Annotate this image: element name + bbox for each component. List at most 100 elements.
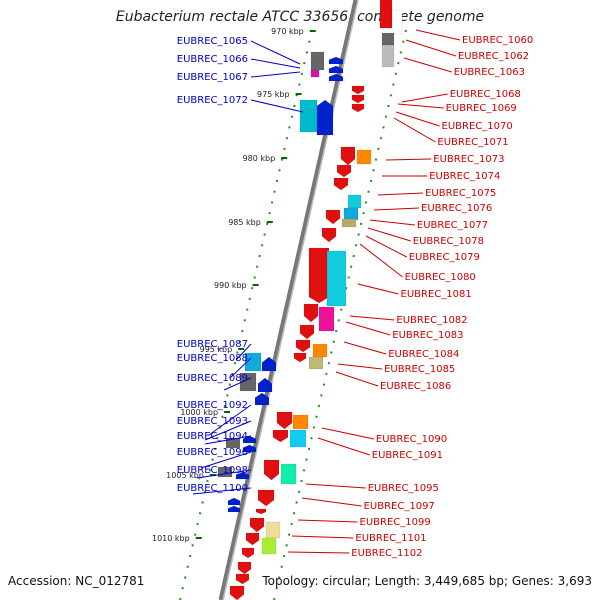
left-gene-label[interactable]: EUBREC_1072 bbox=[177, 95, 248, 106]
gene-feature bbox=[299, 99, 318, 133]
genome-backbone-highlight bbox=[222, 0, 359, 600]
gene-feature bbox=[225, 437, 241, 449]
right-gene-label[interactable]: EUBREC_1071 bbox=[437, 137, 508, 148]
kbp-tick-label: 995 kbp bbox=[200, 345, 233, 354]
gene-feature bbox=[229, 585, 245, 600]
gene-feature bbox=[328, 73, 344, 82]
left-gene-label[interactable]: EUBREC_1094 bbox=[177, 431, 248, 442]
right-gene-leader bbox=[405, 39, 457, 57]
right-gene-label[interactable]: EUBREC_1080 bbox=[405, 272, 476, 283]
right-gene-label[interactable]: EUBREC_1070 bbox=[442, 121, 513, 132]
gene-feature bbox=[257, 489, 275, 507]
right-gene-label[interactable]: EUBREC_1101 bbox=[355, 533, 426, 544]
right-gene-label[interactable]: EUBREC_1085 bbox=[384, 364, 455, 375]
left-gene-label[interactable]: EUBREC_1092 bbox=[177, 400, 248, 411]
right-gene-label[interactable]: EUBREC_1083 bbox=[392, 330, 463, 341]
right-gene-label[interactable]: EUBREC_1073 bbox=[433, 154, 504, 165]
right-gene-label[interactable]: EUBREC_1078 bbox=[413, 236, 484, 247]
gene-feature bbox=[289, 429, 307, 448]
gene-feature bbox=[295, 339, 311, 353]
right-gene-leader bbox=[301, 497, 362, 507]
right-gene-label[interactable]: EUBREC_1077 bbox=[417, 220, 488, 231]
gene-feature bbox=[299, 324, 315, 340]
kbp-tick-label: 1005 kbp bbox=[166, 471, 204, 480]
right-gene-label[interactable]: EUBREC_1079 bbox=[409, 252, 480, 263]
left-gene-label[interactable]: EUBREC_1093 bbox=[177, 416, 248, 427]
left-gene-label[interactable]: EUBREC_1096 bbox=[177, 447, 248, 458]
right-gene-label[interactable]: EUBREC_1068 bbox=[450, 89, 521, 100]
gene-feature bbox=[351, 94, 365, 104]
right-gene-label[interactable]: EUBREC_1076 bbox=[421, 203, 492, 214]
right-gene-leader bbox=[349, 315, 395, 321]
right-gene-leader bbox=[291, 535, 354, 539]
kbp-tick-label: 975 kbp bbox=[257, 90, 290, 99]
gene-feature bbox=[318, 306, 335, 332]
gene-feature bbox=[244, 352, 262, 372]
right-gene-labels: EUBREC_1060 EUBREC_1062 EUBREC_1063 EUBREC_… bbox=[287, 29, 533, 559]
kbp-tick-label: 970 kbp bbox=[271, 27, 304, 36]
right-gene-leader bbox=[401, 93, 448, 103]
right-gene-label[interactable]: EUBREC_1086 bbox=[380, 381, 451, 392]
right-gene-leader bbox=[297, 519, 358, 523]
right-gene-leader bbox=[397, 103, 444, 109]
left-gene-leader bbox=[208, 404, 252, 436]
left-gene-label[interactable]: EUBREC_1098 bbox=[177, 465, 248, 476]
kbp-tick-label: 980 kbp bbox=[243, 154, 276, 163]
right-gene-label[interactable]: EUBREC_1084 bbox=[388, 349, 459, 360]
kbp-tick-label: 1010 kbp bbox=[152, 534, 190, 543]
right-gene-label[interactable]: EUBREC_1097 bbox=[364, 501, 435, 512]
gene-feature bbox=[308, 247, 330, 304]
left-tick-track bbox=[179, 29, 313, 600]
right-gene-label[interactable]: EUBREC_1090 bbox=[376, 434, 447, 445]
right-gene-label[interactable]: EUBREC_1099 bbox=[360, 517, 431, 528]
gene-feature bbox=[308, 356, 324, 370]
right-gene-label[interactable]: EUBREC_1062 bbox=[458, 51, 529, 62]
left-gene-labels: EUBREC_1065 EUBREC_1066 EUBREC_1067 EUBREC_… bbox=[177, 36, 304, 495]
left-gene-label[interactable]: EUBREC_1087 bbox=[177, 339, 248, 350]
gene-feature bbox=[347, 194, 362, 209]
right-gene-label[interactable]: EUBREC_1095 bbox=[368, 483, 439, 494]
gene-feature bbox=[321, 227, 337, 243]
right-gene-label[interactable]: EUBREC_1074 bbox=[429, 171, 500, 182]
gene-feature bbox=[328, 56, 344, 65]
left-gene-label[interactable]: EUBREC_1100 bbox=[177, 483, 248, 494]
gene-feature bbox=[255, 508, 267, 515]
gene-feature bbox=[265, 521, 281, 539]
right-gene-label[interactable]: EUBREC_1075 bbox=[425, 188, 496, 199]
right-gene-label[interactable]: EUBREC_1063 bbox=[454, 67, 525, 78]
right-gene-label[interactable]: EUBREC_1102 bbox=[351, 548, 422, 559]
left-gene-label[interactable]: EUBREC_1089 bbox=[177, 373, 248, 384]
right-gene-label[interactable]: EUBREC_1069 bbox=[446, 103, 517, 114]
left-gene-label[interactable]: EUBREC_1065 bbox=[177, 36, 248, 47]
gene-feature bbox=[351, 103, 365, 113]
left-gene-leader bbox=[200, 451, 252, 469]
gene-feature bbox=[261, 356, 277, 372]
gene-feature bbox=[292, 414, 309, 430]
gene-feature bbox=[254, 392, 270, 406]
accession-text: Accession: NC_012781 bbox=[8, 574, 145, 588]
right-gene-leader bbox=[367, 227, 411, 242]
right-gene-label[interactable]: EUBREC_1081 bbox=[401, 289, 472, 300]
left-gene-label[interactable]: EUBREC_1066 bbox=[177, 54, 248, 65]
gene-feature bbox=[328, 65, 344, 74]
gene-feature bbox=[242, 435, 257, 444]
left-gene-label[interactable]: EUBREC_1067 bbox=[177, 72, 248, 83]
gene-feature bbox=[227, 497, 241, 506]
right-gene-leader bbox=[357, 283, 399, 295]
gene-feature bbox=[261, 537, 277, 555]
kbp-tick-label: 1000 kbp bbox=[180, 408, 218, 417]
gene-feature bbox=[326, 250, 347, 307]
right-gene-leader bbox=[335, 371, 379, 387]
gene-feature bbox=[379, 0, 393, 29]
topology-text: Topology: circular; Length: 3,449,685 bp… bbox=[262, 574, 592, 588]
right-gene-label[interactable]: EUBREC_1060 bbox=[462, 35, 533, 46]
right-gene-leader bbox=[321, 427, 375, 440]
genome-backbone bbox=[218, 0, 359, 600]
right-gene-label[interactable]: EUBREC_1091 bbox=[372, 450, 443, 461]
right-gene-label[interactable]: EUBREC_1082 bbox=[396, 315, 467, 326]
left-gene-leader bbox=[250, 40, 301, 65]
right-gene-leader bbox=[395, 111, 440, 127]
left-gene-label[interactable]: EUBREC_1088 bbox=[177, 353, 248, 364]
